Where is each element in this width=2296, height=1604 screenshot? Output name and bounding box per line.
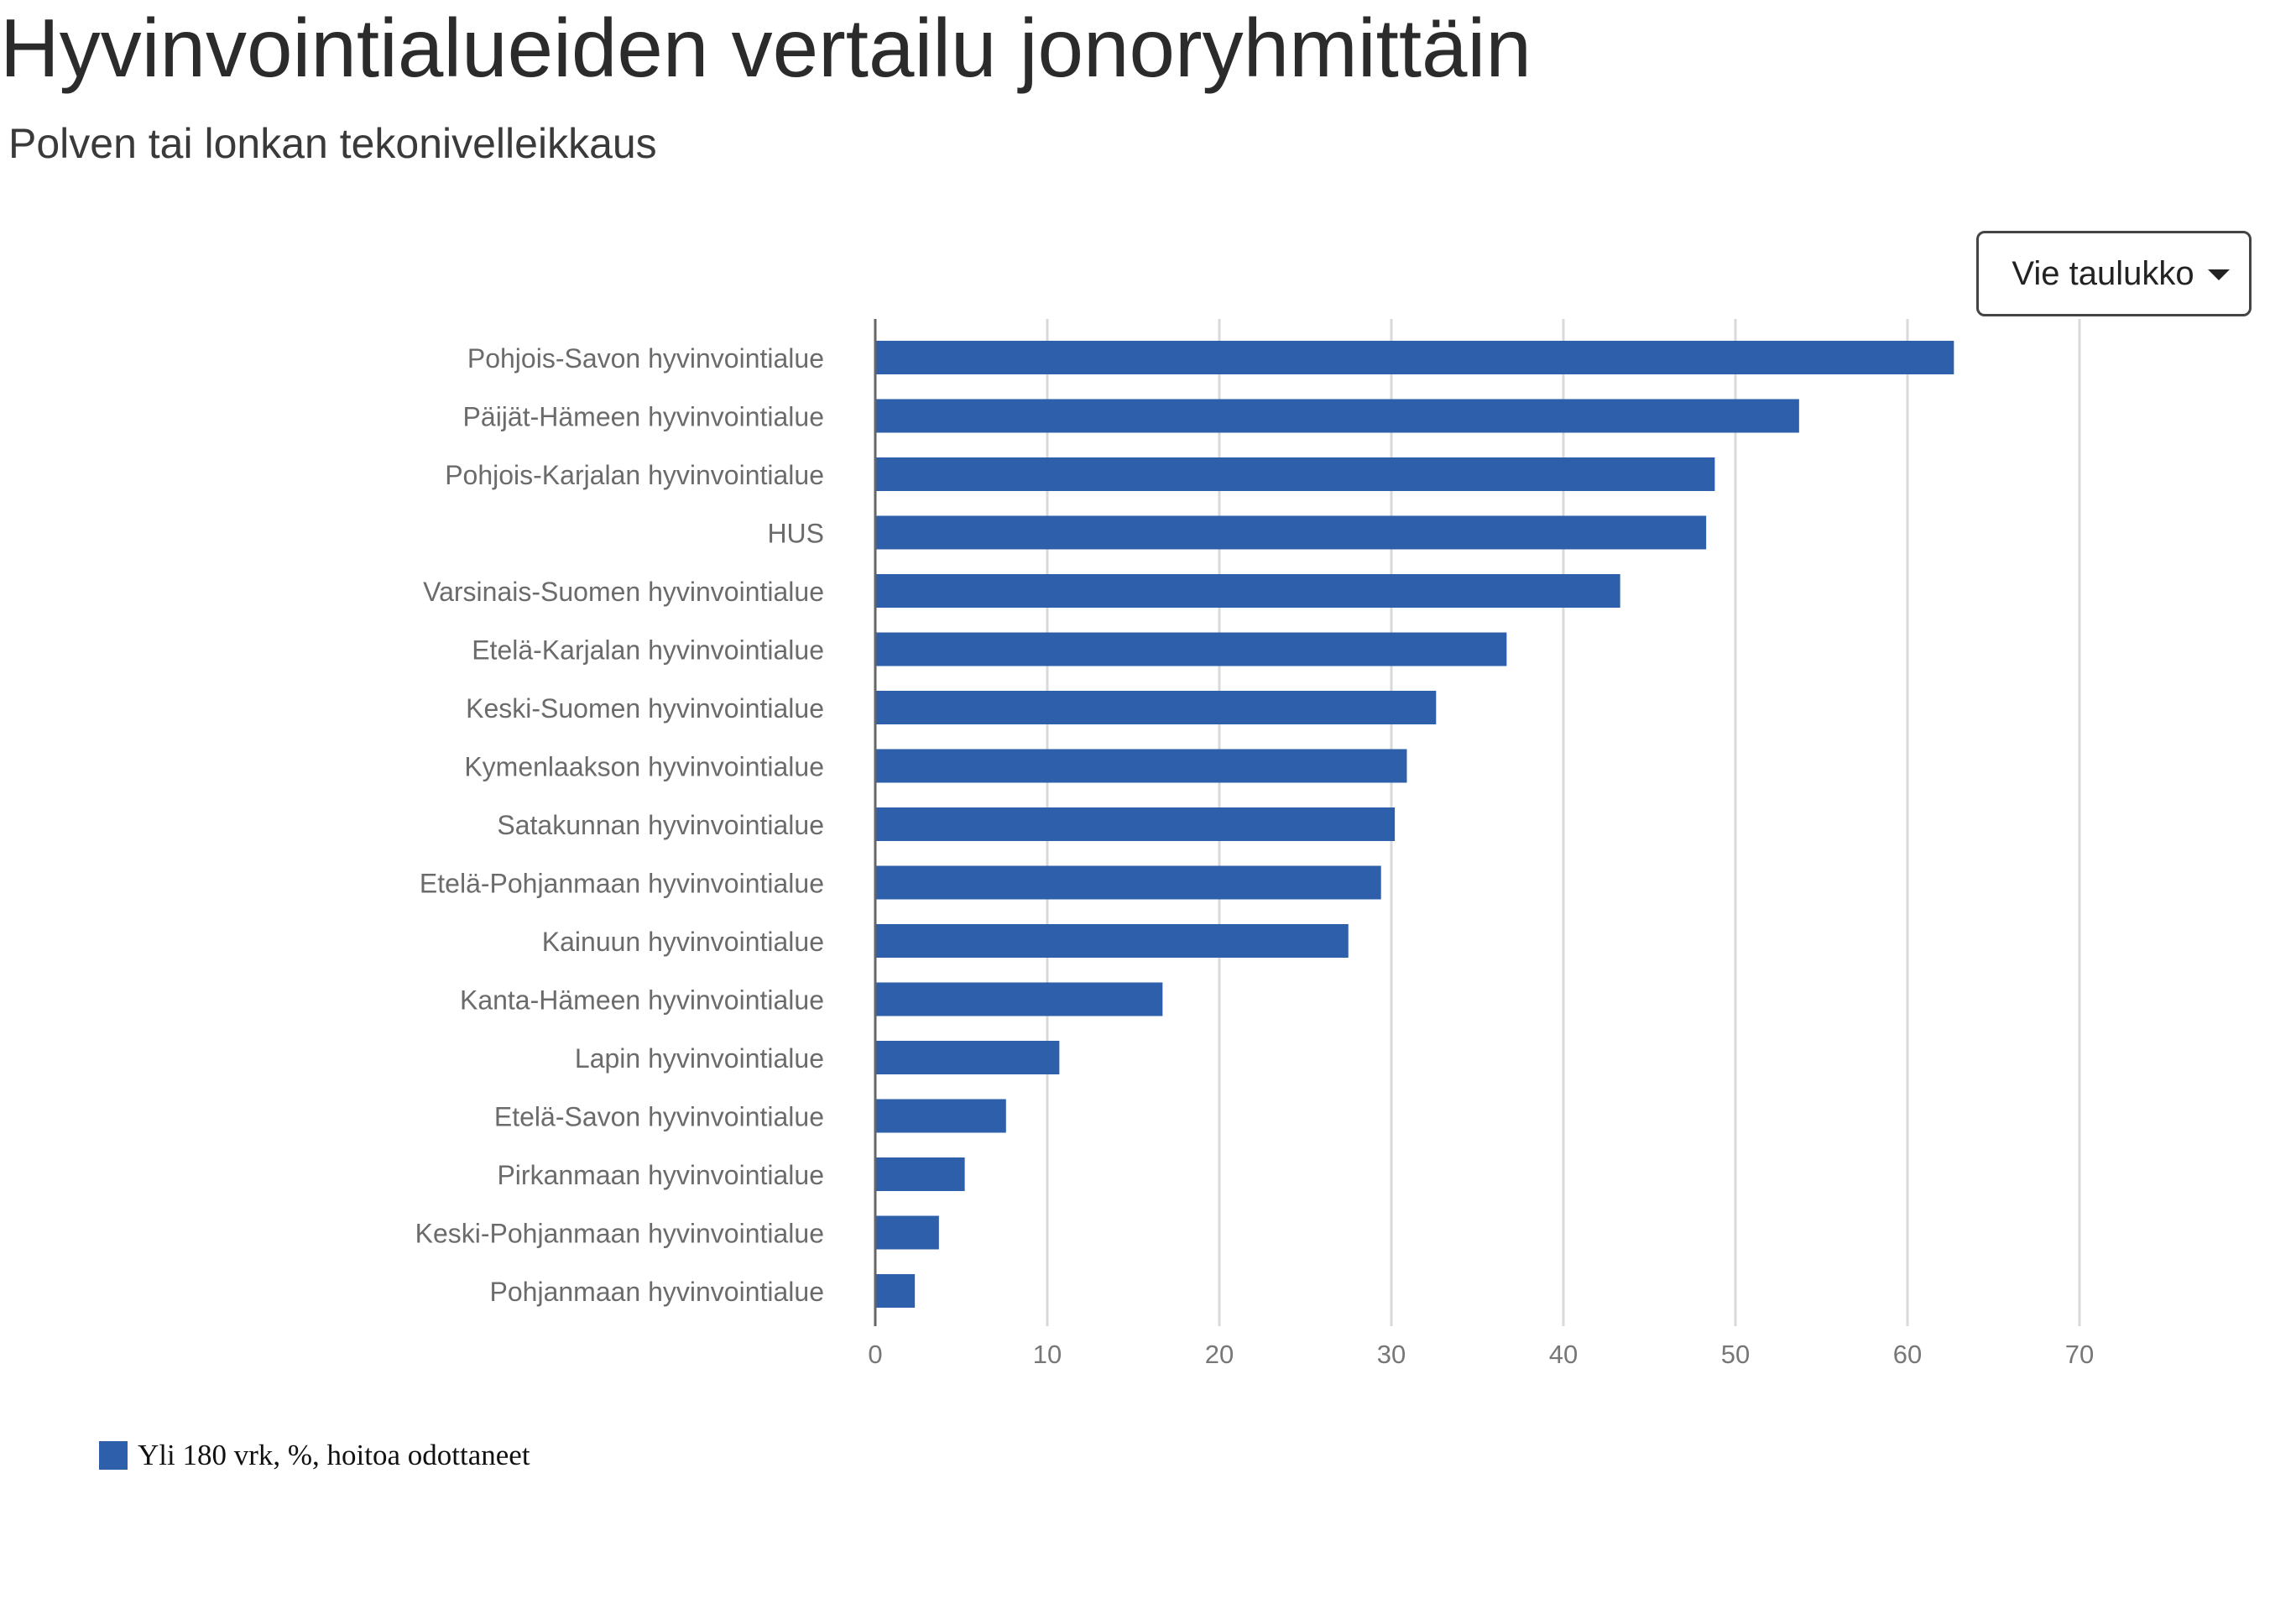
export-table-label: Vie taulukko xyxy=(2012,254,2194,292)
category-label: Keski-Pohjanmaan hyvinvointialue xyxy=(415,1219,824,1249)
category-label: Lapin hyvinvointialue xyxy=(575,1043,824,1074)
bar[interactable] xyxy=(875,574,1620,608)
bar[interactable] xyxy=(875,1099,1006,1133)
bar[interactable] xyxy=(875,749,1407,783)
legend: Yli 180 vrk, %, hoitoa odottaneet xyxy=(99,1439,530,1472)
category-label: Etelä-Savon hyvinvointialue xyxy=(494,1102,824,1132)
category-label: Etelä-Pohjanmaan hyvinvointialue xyxy=(420,869,824,899)
category-label: Varsinais-Suomen hyvinvointialue xyxy=(423,577,824,607)
x-tick-label: 60 xyxy=(1893,1340,1922,1369)
category-labels: Pohjois-Savon hyvinvointialue Päijät-Häme… xyxy=(415,343,824,1307)
category-label: Pirkanmaan hyvinvointialue xyxy=(497,1160,824,1190)
x-tick-label: 20 xyxy=(1205,1340,1234,1369)
bar[interactable] xyxy=(875,691,1437,724)
category-label: Pohjanmaan hyvinvointialue xyxy=(490,1277,824,1307)
bar[interactable] xyxy=(875,1274,916,1308)
caret-down-icon xyxy=(2207,269,2230,280)
page-subtitle: Polven tai lonkan tekonivelleikkaus xyxy=(8,120,657,167)
bar[interactable] xyxy=(875,865,1381,900)
bar[interactable] xyxy=(875,399,1799,433)
category-label: Pohjois-Karjalan hyvinvointialue xyxy=(445,460,824,490)
bar[interactable] xyxy=(875,1157,965,1191)
x-tick-label: 70 xyxy=(2065,1340,2094,1369)
x-tick-label: 10 xyxy=(1033,1340,1062,1369)
category-label: HUS xyxy=(767,519,824,549)
category-label: Kymenlaakson hyvinvointialue xyxy=(464,752,824,782)
bar[interactable] xyxy=(875,632,1507,666)
x-tick-label: 0 xyxy=(868,1340,882,1369)
legend-label: Yli 180 vrk, %, hoitoa odottaneet xyxy=(138,1439,530,1471)
category-label: Satakunnan hyvinvointialue xyxy=(497,810,824,840)
bar[interactable] xyxy=(875,982,1163,1016)
category-label: Päijät-Hämeen hyvinvointialue xyxy=(463,402,824,432)
bar[interactable] xyxy=(875,1215,939,1250)
legend-swatch xyxy=(99,1441,128,1470)
category-label: Kanta-Hämeen hyvinvointialue xyxy=(460,985,824,1016)
bar[interactable] xyxy=(875,457,1715,491)
bar[interactable] xyxy=(875,807,1396,841)
category-label: Keski-Suomen hyvinvointialue xyxy=(466,693,824,724)
bar[interactable] xyxy=(875,515,1707,550)
x-tick-label: 40 xyxy=(1549,1340,1578,1369)
page-title: Hyvinvointialueiden vertailu jonoryhmitt… xyxy=(0,2,1532,94)
category-label: Etelä-Karjalan hyvinvointialue xyxy=(472,635,824,666)
bar[interactable] xyxy=(875,924,1349,958)
category-label: Pohjois-Savon hyvinvointialue xyxy=(467,343,824,374)
x-tick-labels: 0 10 20 30 40 50 60 70 xyxy=(868,1340,2094,1369)
bar[interactable] xyxy=(875,341,1954,374)
export-table-button[interactable]: Vie taulukko xyxy=(1976,231,2252,316)
x-tick-label: 30 xyxy=(1377,1340,1406,1369)
bar[interactable] xyxy=(875,1041,1060,1074)
x-tick-label: 50 xyxy=(1721,1340,1750,1369)
bars xyxy=(875,341,1954,1308)
category-label: Kainuun hyvinvointialue xyxy=(542,927,824,957)
